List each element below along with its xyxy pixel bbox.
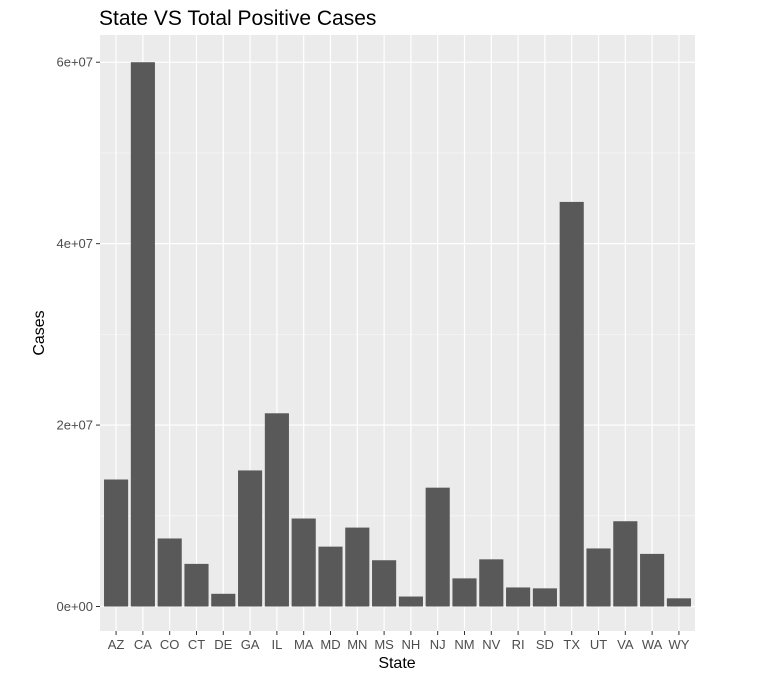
bar-wa [640, 553, 665, 607]
x-tick-label: GA [241, 637, 260, 652]
x-tick-label: UT [590, 637, 607, 652]
y-axis: 0e+00 2e+07 4e+07 6e+07 [56, 55, 100, 614]
x-tick-label: MA [294, 637, 314, 652]
bar-nj [425, 487, 450, 607]
bar-ct [184, 563, 209, 607]
bar-wy [666, 598, 691, 607]
x-tick-label: TX [563, 637, 580, 652]
x-tick-label: WA [642, 637, 663, 652]
bar-va [613, 521, 638, 607]
bars [104, 62, 691, 607]
bar-nh [398, 596, 423, 607]
x-tick-label: WY [668, 637, 689, 652]
x-tick-label: IL [271, 637, 282, 652]
bar-co [157, 538, 182, 607]
x-axis: AZ CA CO CT DE GA IL MA MD MN MS NH NJ NM NV RI SD TX UT VA… [108, 631, 690, 652]
x-tick-label: SD [536, 637, 554, 652]
x-tick-label: CT [188, 637, 205, 652]
x-tick-label: MS [374, 637, 394, 652]
x-tick-label: NH [402, 637, 421, 652]
x-tick-label: CA [134, 637, 152, 652]
x-tick-label: CO [160, 637, 180, 652]
x-tick-label: RI [512, 637, 525, 652]
x-tick-label: MN [347, 637, 367, 652]
x-tick-label: MD [320, 637, 340, 652]
bar-md [318, 546, 343, 607]
bar-nv [479, 559, 504, 607]
bar-ma [291, 518, 316, 607]
x-tick-label: NJ [430, 637, 446, 652]
bar-mn [345, 527, 370, 607]
bar-sd [532, 588, 557, 607]
y-tick-label: 2e+07 [56, 418, 93, 433]
bar-ri [506, 587, 531, 607]
y-tick-label: 4e+07 [56, 236, 93, 251]
bar-ut [586, 548, 611, 607]
x-tick-label: AZ [108, 637, 125, 652]
chart-title: State VS Total Positive Cases [99, 7, 376, 30]
bar-tx [559, 201, 584, 607]
bar-il [264, 413, 289, 607]
plot-panel [100, 35, 695, 631]
y-tick-label: 0e+00 [56, 599, 93, 614]
bar-ga [238, 470, 263, 607]
x-tick-label: DE [214, 637, 232, 652]
bar-az [104, 479, 129, 607]
x-tick-label: VA [617, 637, 634, 652]
bar-ca [130, 62, 155, 607]
x-tick-label: NV [482, 637, 500, 652]
bar-nm [452, 578, 477, 607]
bar-de [211, 593, 236, 607]
x-axis-title: State [378, 655, 415, 672]
y-tick-label: 6e+07 [56, 55, 93, 70]
x-tick-label: NM [454, 637, 474, 652]
y-axis-title: Cases [31, 310, 48, 355]
bar-ms [372, 560, 397, 607]
